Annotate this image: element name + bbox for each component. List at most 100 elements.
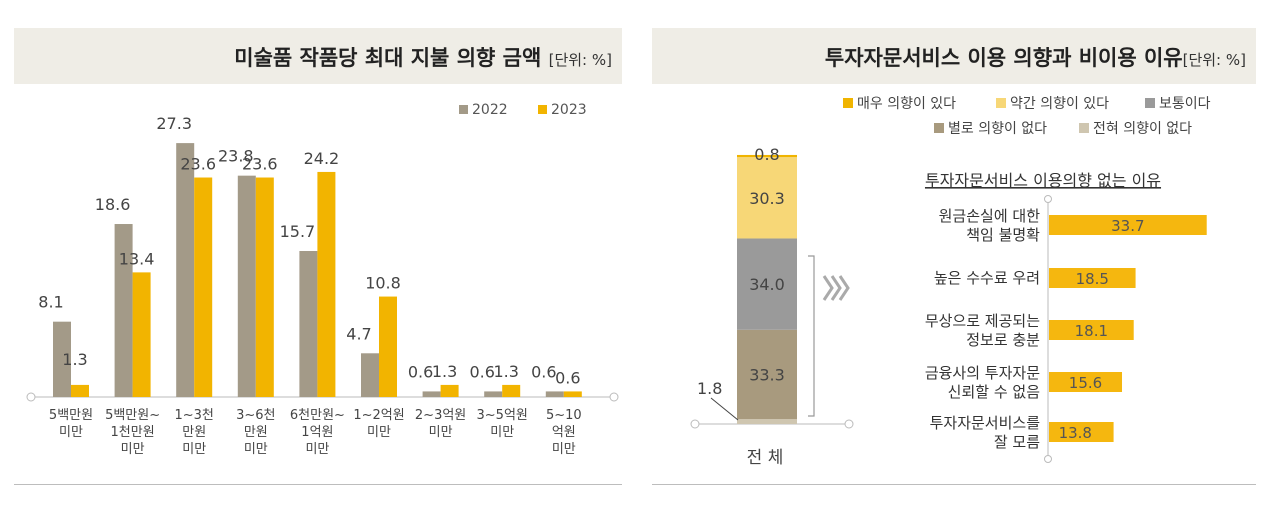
stack-category-label: 전 체 bbox=[747, 448, 784, 468]
x-tick-label: 5~10 bbox=[546, 408, 582, 423]
legend-swatch bbox=[1145, 98, 1155, 108]
data-label-2022: 0.6 bbox=[408, 362, 433, 381]
x-tick-label: 미만 bbox=[305, 442, 329, 457]
left-unit-label: [단위: %] bbox=[548, 51, 612, 69]
bar-2023 bbox=[132, 272, 151, 397]
legend-label: 전혀 의향이 없다 bbox=[1093, 121, 1192, 137]
right-panel-header: 투자자문서비스 이용 의향과 비이용 이유[단위: %] bbox=[652, 28, 1256, 84]
x-tick-label: 미만 bbox=[367, 425, 391, 440]
chevron-right-icon bbox=[830, 275, 842, 301]
chevron-right-icon bbox=[822, 275, 834, 301]
x-tick-label: 6천만원~ bbox=[290, 408, 345, 423]
x-tick-label: 미만 bbox=[552, 442, 576, 457]
bar-2023 bbox=[71, 384, 89, 397]
axis-end-dot-bottom bbox=[1044, 455, 1052, 463]
x-tick-label: 만원 bbox=[182, 425, 206, 440]
right-bottom-rule bbox=[652, 484, 1256, 485]
stack-label: 34.0 bbox=[749, 275, 785, 294]
reasons-title: 투자자문서비스 이용의향 없는 이유 bbox=[925, 171, 1161, 190]
reason-value-label: 13.8 bbox=[1059, 424, 1092, 442]
legend-label-2023: 2023 bbox=[551, 102, 587, 118]
right-panel-title: 투자자문서비스 이용 의향과 비이용 이유[단위: %] bbox=[825, 42, 1246, 72]
reason-value-label: 33.7 bbox=[1111, 217, 1144, 235]
x-tick-label: 1억원 bbox=[301, 425, 333, 440]
data-label-2023: 1.3 bbox=[493, 362, 518, 381]
reason-value-label: 15.6 bbox=[1069, 374, 1102, 392]
reason-value-label: 18.1 bbox=[1075, 322, 1108, 340]
bar-2023 bbox=[379, 296, 397, 397]
stack-segment bbox=[737, 238, 797, 330]
reason-bar bbox=[1049, 268, 1136, 288]
x-tick-label: 억원 bbox=[552, 425, 576, 440]
data-label-2023: 0.6 bbox=[555, 368, 580, 387]
stack-label: 1.8 bbox=[697, 379, 722, 398]
left-title-text: 미술품 작품당 최대 지불 의향 금액 bbox=[234, 46, 542, 70]
bar-2022 bbox=[114, 224, 133, 397]
reason-bar bbox=[1049, 320, 1134, 340]
reason-category-label: 높은 수수료 우려 bbox=[934, 269, 1040, 287]
x-tick-label: 1~2억원 bbox=[353, 408, 404, 423]
x-tick-label: 1천만원 bbox=[111, 425, 155, 440]
bar-2023 bbox=[502, 384, 521, 397]
axis-end-dot-right bbox=[844, 419, 854, 429]
bracket bbox=[808, 255, 815, 417]
chevron-right-icon bbox=[838, 275, 850, 301]
data-label-2022: 0.6 bbox=[469, 362, 494, 381]
bar-2023 bbox=[317, 171, 336, 397]
x-tick-label: 미만 bbox=[182, 442, 206, 457]
bar-2022 bbox=[53, 321, 71, 397]
reason-category-label: 잘 모름 bbox=[994, 433, 1040, 451]
reason-category-label: 원금손실에 대한 bbox=[939, 207, 1041, 225]
data-label-2022: 4.7 bbox=[346, 324, 371, 343]
bar-2023 bbox=[440, 384, 459, 397]
left-bottom-rule bbox=[14, 484, 622, 485]
reason-bar bbox=[1049, 215, 1207, 235]
data-label-2022: 18.6 bbox=[95, 195, 131, 214]
data-label-2023: 1.3 bbox=[62, 350, 87, 369]
left-panel-title: 미술품 작품당 최대 지불 의향 금액 [단위: %] bbox=[234, 42, 612, 72]
stack-segment bbox=[737, 154, 797, 158]
stack-label: 33.3 bbox=[749, 365, 785, 384]
x-tick-label: 1~3천 bbox=[174, 408, 213, 423]
data-label-2022: 0.6 bbox=[531, 362, 556, 381]
legend-label: 약간 의향이 있다 bbox=[1010, 96, 1109, 112]
x-tick-label: 5백만원 bbox=[49, 408, 93, 423]
data-label-2023: 1.3 bbox=[432, 362, 457, 381]
reason-category-label: 금융사의 투자자문 bbox=[925, 364, 1040, 382]
x-tick-label: 미만 bbox=[59, 425, 83, 440]
x-tick-label: 5백만원~ bbox=[105, 408, 160, 423]
x-tick-label: 3~5억원 bbox=[477, 408, 528, 423]
legend-label-2022: 2022 bbox=[472, 102, 508, 118]
right-title-text: 투자자문서비스 이용 의향과 비이용 이유 bbox=[824, 46, 1183, 70]
data-label-2022: 15.7 bbox=[280, 222, 316, 241]
data-label-2023: 13.4 bbox=[119, 249, 155, 268]
legend-swatch bbox=[843, 98, 853, 108]
data-label-2023: 23.6 bbox=[242, 155, 278, 174]
data-label-2022: 8.1 bbox=[38, 293, 63, 312]
legend-label: 별로 의향이 없다 bbox=[948, 121, 1047, 137]
reason-category-label: 정보로 충분 bbox=[966, 331, 1040, 349]
stack-segment bbox=[737, 329, 797, 420]
legend-label: 매우 의향이 있다 bbox=[857, 96, 956, 112]
stack-label: 0.8 bbox=[754, 145, 779, 164]
reason-category-label: 투자자문서비스를 bbox=[930, 414, 1041, 432]
x-tick-label: 미만 bbox=[244, 442, 268, 457]
bar-2022 bbox=[361, 353, 379, 397]
legend-swatch bbox=[934, 123, 944, 133]
reason-category-label: 무상으로 제공되는 bbox=[925, 312, 1040, 330]
left-panel-header: 미술품 작품당 최대 지불 의향 금액 [단위: %] bbox=[14, 28, 622, 84]
reason-value-label: 18.5 bbox=[1076, 270, 1109, 288]
reason-bar bbox=[1049, 422, 1114, 442]
data-label-2022: 23.8 bbox=[218, 147, 254, 166]
axis-end-dot-left bbox=[690, 419, 700, 429]
data-label-2023: 24.2 bbox=[304, 149, 340, 168]
reason-category-label: 신뢰할 수 없음 bbox=[948, 383, 1040, 401]
bar-2023 bbox=[194, 177, 213, 397]
right-unit-label: [단위: %] bbox=[1182, 51, 1246, 69]
x-tick-label: 미만 bbox=[429, 425, 453, 440]
bar-2022 bbox=[299, 250, 318, 397]
stack-label-leader bbox=[710, 397, 739, 421]
stack-segment bbox=[737, 157, 797, 239]
bar-2023 bbox=[563, 391, 582, 397]
